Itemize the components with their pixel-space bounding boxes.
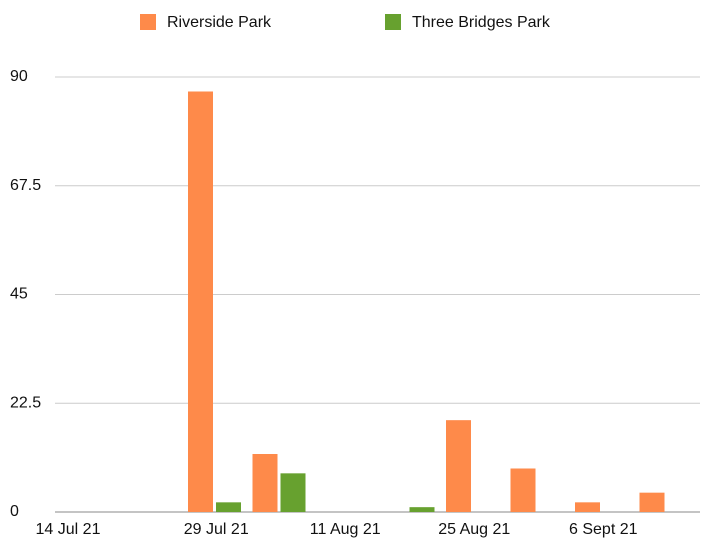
bar xyxy=(252,454,278,512)
bar xyxy=(188,91,213,512)
bar xyxy=(446,420,471,512)
bar xyxy=(510,468,536,512)
legend-label: Three Bridges Park xyxy=(412,14,551,31)
legend-label: Riverside Park xyxy=(167,14,272,31)
y-tick-label: 22.5 xyxy=(10,394,41,411)
bar xyxy=(216,502,241,512)
x-tick-label: 25 Aug 21 xyxy=(438,521,510,538)
x-tick-label: 29 Jul 21 xyxy=(184,521,249,538)
y-tick-label: 67.5 xyxy=(10,177,41,194)
legend-swatch xyxy=(140,14,156,30)
bar xyxy=(575,502,600,512)
y-tick-label: 0 xyxy=(10,503,19,520)
legend-swatch xyxy=(385,14,401,30)
bar xyxy=(280,473,306,512)
x-tick-label: 6 Sept 21 xyxy=(569,521,638,538)
bar xyxy=(409,507,435,512)
y-tick-label: 45 xyxy=(10,286,28,303)
bar xyxy=(639,492,665,512)
x-tick-label: 14 Jul 21 xyxy=(36,521,101,538)
x-tick-label: 11 Aug 21 xyxy=(310,521,381,538)
y-tick-label: 90 xyxy=(10,68,28,85)
